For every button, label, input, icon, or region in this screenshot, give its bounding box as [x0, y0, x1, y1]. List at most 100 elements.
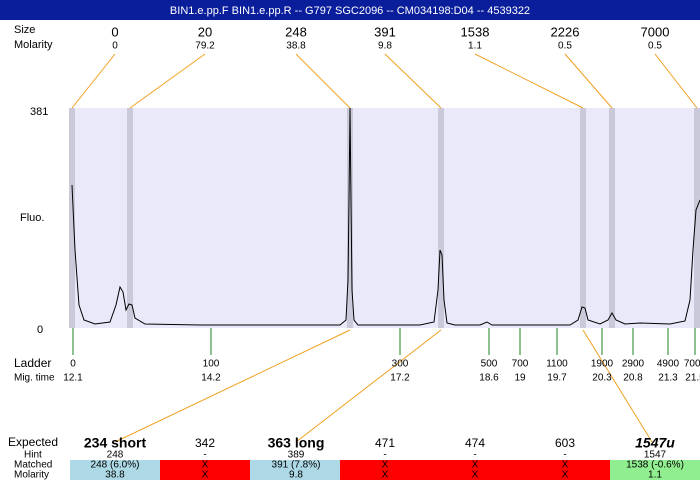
peak-size: 391	[374, 24, 396, 39]
peak-size: 1538	[461, 24, 490, 39]
connector	[384, 53, 442, 109]
hint: -	[563, 450, 566, 461]
peak-molarity: 79.2	[195, 41, 215, 52]
table-molarity-label: Molarity	[14, 470, 49, 480]
connector	[295, 53, 351, 109]
ladder-size: 100	[203, 359, 220, 370]
matched-molarity: X	[562, 470, 569, 480]
title-bar	[0, 0, 700, 20]
peak-size: 7000	[641, 24, 670, 39]
mig-time-label: Mig. time	[14, 373, 55, 384]
matched-molarity: 9.8	[289, 470, 303, 480]
connector	[654, 53, 698, 109]
expected-size: 1547u	[635, 435, 675, 451]
hint: 389	[288, 450, 305, 461]
ladder-size: 500	[481, 359, 498, 370]
peak-band	[694, 108, 700, 328]
matched-molarity: X	[382, 470, 389, 480]
size-label: Size	[14, 24, 35, 36]
ladder-size: 300	[392, 359, 409, 370]
mig-time: 17.2	[390, 373, 410, 384]
mig-time: 12.1	[63, 373, 83, 384]
peak-size: 248	[285, 24, 307, 39]
matched-molarity: 1.1	[648, 470, 662, 480]
connector	[71, 53, 116, 109]
matched-molarity: 38.8	[105, 470, 125, 480]
mig-time: 19	[514, 373, 526, 384]
peak-size: 0	[111, 24, 118, 39]
peak-band	[127, 108, 133, 328]
peak-molarity: 1.1	[468, 41, 482, 52]
connector	[295, 329, 442, 443]
trace	[71, 107, 700, 326]
expected-label: Expected	[8, 435, 58, 449]
expected-size: 471	[375, 436, 395, 450]
hint: -	[203, 450, 206, 461]
ladder-label: Ladder	[14, 356, 51, 370]
expected-size: 342	[195, 436, 215, 450]
match-cell	[610, 460, 700, 480]
hint-label: Hint	[24, 450, 42, 461]
plot-area	[70, 108, 700, 328]
molarity-label: Molarity	[14, 39, 53, 51]
match-cell	[340, 460, 430, 480]
expected-size: 474	[465, 436, 485, 450]
hint: -	[383, 450, 386, 461]
connector	[582, 329, 653, 443]
matched: X	[202, 460, 209, 471]
y-max-label: 381	[30, 106, 48, 118]
matched: X	[562, 460, 569, 471]
match-cell	[520, 460, 610, 480]
peak-band	[609, 108, 615, 328]
mig-time: 18.6	[479, 373, 499, 384]
matched-label: Matched	[14, 460, 52, 471]
match-cell	[430, 460, 520, 480]
ladder-size: 7000	[684, 359, 700, 370]
matched: X	[472, 460, 479, 471]
matched-molarity: X	[202, 470, 209, 480]
expected-size: 234 short	[84, 435, 147, 451]
expected-size: 603	[555, 436, 575, 450]
peak-molarity: 38.8	[286, 41, 306, 52]
matched: 391 (7.8%)	[272, 460, 321, 471]
peak-molarity: 0.5	[558, 41, 572, 52]
title: BIN1.e.pp.F BIN1.e.pp.R -- G797 SGC2096 …	[170, 5, 530, 17]
ladder-size: 700	[512, 359, 529, 370]
matched: X	[382, 460, 389, 471]
hint: 1547	[644, 450, 667, 461]
peak-band	[69, 108, 75, 328]
mig-time: 20.3	[592, 373, 612, 384]
peak-molarity: 0.5	[648, 41, 662, 52]
matched-molarity: X	[472, 470, 479, 480]
ladder-size: 1900	[591, 359, 614, 370]
match-cell	[70, 460, 160, 480]
match-cell	[160, 460, 250, 480]
peak-band	[347, 108, 353, 328]
connector	[474, 53, 584, 109]
ladder-size: 4900	[657, 359, 680, 370]
connector	[114, 329, 351, 443]
ladder-size: 0	[70, 359, 76, 370]
connector	[129, 53, 206, 109]
peak-molarity: 0	[112, 41, 118, 52]
ladder-size: 1100	[546, 359, 568, 370]
matched: 1538 (-0.6%)	[626, 460, 684, 471]
ladder-size: 2900	[622, 359, 645, 370]
mig-time: 21.3	[658, 373, 678, 384]
peak-size: 2226	[551, 24, 580, 39]
peak-size: 20	[198, 24, 212, 39]
hint: -	[473, 450, 476, 461]
peak-band	[580, 108, 586, 328]
expected-size: 363 long	[268, 435, 325, 451]
mig-time: 21.5	[685, 373, 700, 384]
peak-molarity: 9.8	[378, 41, 392, 52]
peak-band	[438, 108, 444, 328]
y-min-label: 0	[37, 324, 43, 336]
y-axis-label: Fluo.	[20, 212, 44, 224]
hint: 248	[107, 450, 124, 461]
mig-time: 19.7	[547, 373, 567, 384]
mig-time: 20.8	[623, 373, 643, 384]
match-cell	[250, 460, 340, 480]
